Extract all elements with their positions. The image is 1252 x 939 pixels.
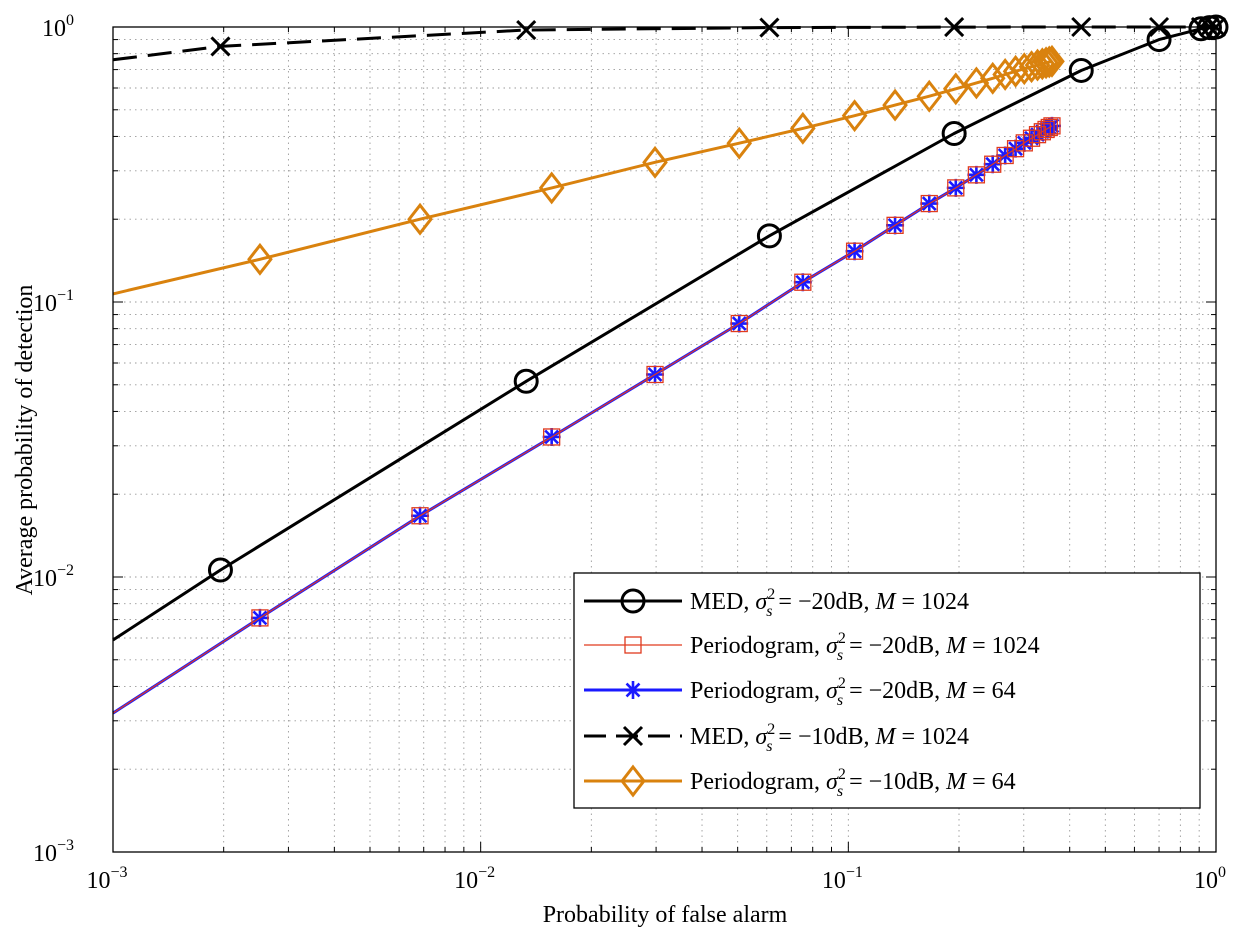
legend-label: Periodogram, σ2 s = −20dB, M = 64 <box>690 675 1016 709</box>
legend-label: Periodogram, σ2 s = −10dB, M = 64 <box>690 766 1016 800</box>
data-point <box>1024 48 1051 82</box>
data-point <box>756 223 782 249</box>
legend-item: Periodogram, σ2 s = −20dB, M = 1024 <box>584 630 1040 664</box>
data-point <box>1039 44 1065 78</box>
series-line <box>112 59 1053 296</box>
data-point <box>730 314 748 333</box>
data-point <box>996 146 1014 165</box>
data-point <box>942 72 969 106</box>
data-point <box>1002 54 1029 88</box>
data-point <box>210 36 231 57</box>
axis-ticks <box>112 26 1217 853</box>
axes-frame <box>112 26 1217 853</box>
data-point <box>1036 45 1063 79</box>
data-point <box>1029 47 1056 81</box>
data-point <box>411 507 429 525</box>
series-2 <box>112 117 1061 714</box>
data-point <box>967 166 986 184</box>
x-tick-label: 10−3 <box>86 864 127 894</box>
legend-item: Periodogram, σ2 s = −10dB, M = 64 <box>584 764 1016 800</box>
data-point <box>941 120 967 146</box>
data-point <box>247 242 273 276</box>
data-point <box>1188 16 1214 42</box>
series-layer <box>112 14 1229 715</box>
legend-label: MED, σ2 s = −20dB, M = 1024 <box>690 586 969 620</box>
legend-marker <box>622 725 644 747</box>
data-point <box>251 609 269 627</box>
data-point <box>726 126 753 160</box>
y-tick-label: 10−2 <box>33 562 74 592</box>
data-point <box>543 428 561 446</box>
data-point <box>1040 118 1058 137</box>
x-tick-label: 100 <box>1194 864 1226 894</box>
y-tick-label: 100 <box>42 12 74 42</box>
x-tick-label: 10−2 <box>454 864 495 894</box>
series-1 <box>112 14 1229 642</box>
data-point <box>920 194 938 213</box>
legend-item: MED, σ2 s = −20dB, M = 1024 <box>584 586 969 620</box>
data-point <box>1043 117 1061 135</box>
data-point <box>207 557 233 583</box>
data-point <box>642 145 668 179</box>
y-tick-label: 10−3 <box>33 837 74 867</box>
data-point <box>845 242 864 260</box>
data-point <box>947 179 965 197</box>
legend-marker <box>620 764 646 798</box>
data-point <box>916 79 943 113</box>
data-point <box>1037 120 1055 139</box>
data-point <box>882 88 908 122</box>
legend-label: Periodogram, σ2 s = −20dB, M = 1024 <box>690 630 1040 664</box>
data-point <box>1022 129 1041 147</box>
y-tick-label: 10−1 <box>33 287 74 317</box>
data-point <box>794 273 812 291</box>
data-point <box>407 202 433 236</box>
tick-labels: 10−3 10−2 10−1 100 10−3 10−2 10−1 100 <box>33 12 1226 894</box>
x-axis-label: Probability of false alarm <box>543 902 788 928</box>
y-axis-label: Average probability of detection <box>12 285 38 596</box>
legend-item: Periodogram, σ2 s = −20dB, M = 64 <box>584 675 1016 709</box>
data-point <box>538 171 565 205</box>
data-point <box>513 368 539 394</box>
data-point <box>979 61 1006 95</box>
data-point <box>841 99 868 133</box>
legend-item: MED, σ2 s = −10dB, M = 1024 <box>584 721 969 755</box>
x-tick-label: 10−1 <box>822 864 863 894</box>
data-point <box>790 111 816 145</box>
data-point <box>1033 46 1059 80</box>
data-point <box>1068 57 1094 83</box>
legend-marker <box>620 588 646 614</box>
data-point <box>886 216 904 234</box>
legend-label: MED, σ2 s = −10dB, M = 1024 <box>690 721 969 755</box>
legend-marker <box>624 681 642 699</box>
series-5 <box>112 44 1065 296</box>
data-point <box>1033 123 1051 141</box>
data-point <box>1006 140 1025 158</box>
legend-marker <box>624 636 642 654</box>
data-point <box>516 19 537 41</box>
legend: MED, σ2 s = −20dB, M = 1024 Periodogram, σ… <box>573 572 1201 809</box>
data-point <box>646 365 664 384</box>
data-point <box>984 155 1002 173</box>
